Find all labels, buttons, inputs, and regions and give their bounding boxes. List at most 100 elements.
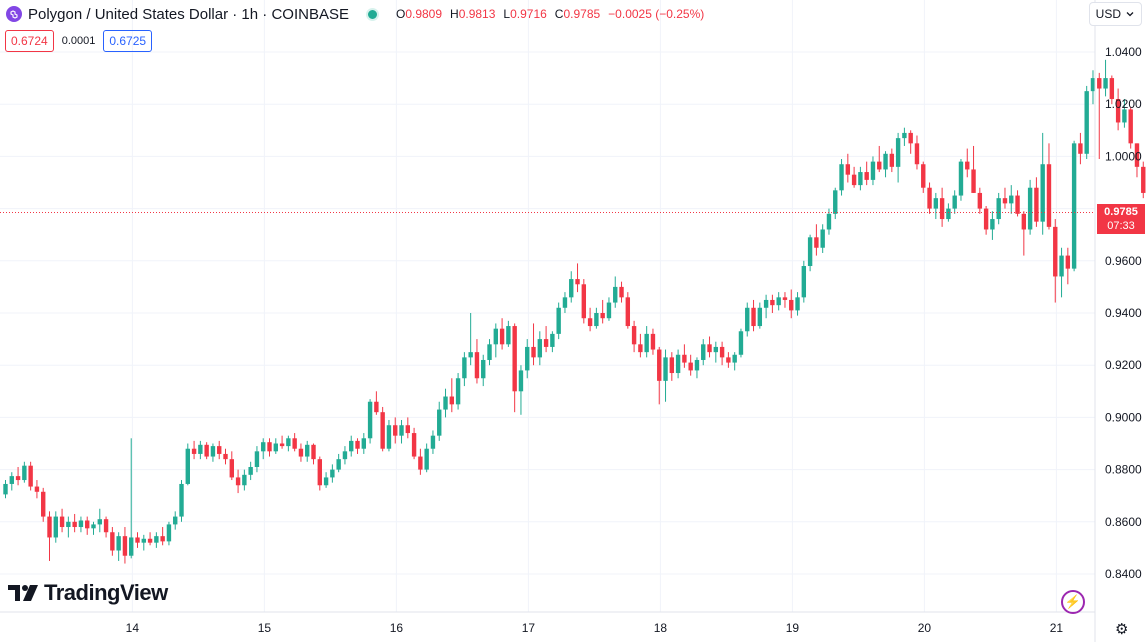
candle [939, 187, 945, 227]
candle [719, 341, 725, 366]
candle [166, 521, 172, 546]
candle-body [286, 438, 291, 447]
candle-body [657, 349, 662, 381]
candle [1002, 187, 1008, 209]
candle-body [701, 344, 706, 360]
candle-body [776, 297, 781, 306]
candle-body [3, 483, 8, 495]
candle-body [311, 444, 316, 460]
candle-body [952, 195, 957, 209]
candle [374, 391, 379, 415]
candle [72, 513, 77, 533]
candle-body [411, 433, 417, 457]
candle-body [1134, 143, 1140, 167]
candle [179, 480, 184, 522]
candle-body [889, 153, 895, 167]
candle [122, 527, 128, 564]
candle [952, 190, 957, 214]
candle [430, 430, 436, 454]
candle-body [921, 164, 926, 188]
candle-body [625, 297, 631, 327]
candle [1090, 70, 1096, 105]
currency-selector[interactable]: USD [1088, 2, 1142, 26]
candle [1009, 185, 1014, 214]
candle [311, 443, 316, 465]
candle [85, 516, 90, 535]
candle-body [600, 313, 605, 319]
candle-body [594, 313, 599, 327]
candle [267, 438, 272, 457]
buy-price-button[interactable]: 0.6725 [103, 30, 153, 52]
candle [694, 357, 700, 379]
lightning-icon[interactable]: ⚡ [1061, 590, 1085, 614]
candle [393, 417, 398, 444]
candle-body [713, 346, 719, 353]
candle-body [763, 299, 769, 308]
candle-body [487, 344, 492, 360]
candle [103, 516, 109, 538]
candle [745, 302, 750, 337]
candle [355, 438, 360, 454]
tradingview-logo[interactable]: TradingView [8, 580, 168, 606]
candle [9, 472, 14, 491]
tradingview-wordmark: TradingView [44, 580, 168, 605]
candle [525, 339, 530, 379]
candle [675, 349, 681, 379]
candle-body [198, 444, 203, 454]
candle-body [550, 333, 555, 347]
candle-body [185, 448, 190, 484]
candle-body [279, 443, 285, 447]
x-tick-label: 20 [918, 621, 932, 635]
candle-body [1122, 109, 1127, 123]
gear-icon[interactable]: ⚙ [1115, 621, 1129, 638]
candle-body [468, 352, 473, 358]
candle [349, 435, 354, 457]
candle-body [845, 164, 851, 175]
x-tick-label: 16 [390, 621, 404, 635]
y-tick-label: 1.0400 [1105, 45, 1142, 59]
candle-body [877, 161, 882, 170]
candle [650, 328, 656, 355]
last-price-value: 0.9785 [1104, 206, 1138, 218]
candle [468, 313, 473, 366]
candle-body [1115, 98, 1121, 123]
candle [883, 151, 888, 178]
candle [512, 323, 517, 413]
candle [845, 153, 851, 183]
candle [455, 373, 461, 410]
candle-body [650, 333, 656, 350]
candle-body [317, 459, 322, 486]
candle [657, 346, 662, 405]
candle [91, 521, 96, 535]
sell-price-button[interactable]: 0.6724 [5, 30, 54, 52]
candle [688, 354, 693, 376]
candle [3, 480, 8, 499]
candle [141, 534, 146, 551]
y-tick-label: 0.8600 [1105, 515, 1142, 529]
y-tick-label: 0.9400 [1105, 306, 1142, 320]
candle-body [751, 307, 756, 327]
candle [273, 438, 278, 454]
candle [977, 187, 983, 214]
candle-body [1040, 164, 1045, 222]
candle-body [531, 346, 536, 358]
candle [619, 281, 624, 303]
candle [663, 349, 668, 402]
candle [41, 487, 46, 522]
candle-body [336, 459, 341, 470]
x-tick-label: 17 [522, 621, 536, 635]
symbol-title[interactable]: Polygon / United States Dollar · 1h · CO… [28, 5, 349, 23]
close-label: C [554, 7, 564, 21]
candle-body [399, 425, 404, 436]
candle [701, 339, 706, 366]
quote-panel: 0.6724 0.0001 0.6725 [5, 30, 153, 52]
candle [1109, 75, 1115, 105]
candle [751, 299, 756, 332]
market-status-icon[interactable] [365, 7, 379, 21]
candle [217, 440, 222, 460]
candle-body [499, 328, 505, 345]
candle [449, 378, 455, 413]
candle-body [613, 286, 618, 303]
candle [1128, 106, 1133, 149]
